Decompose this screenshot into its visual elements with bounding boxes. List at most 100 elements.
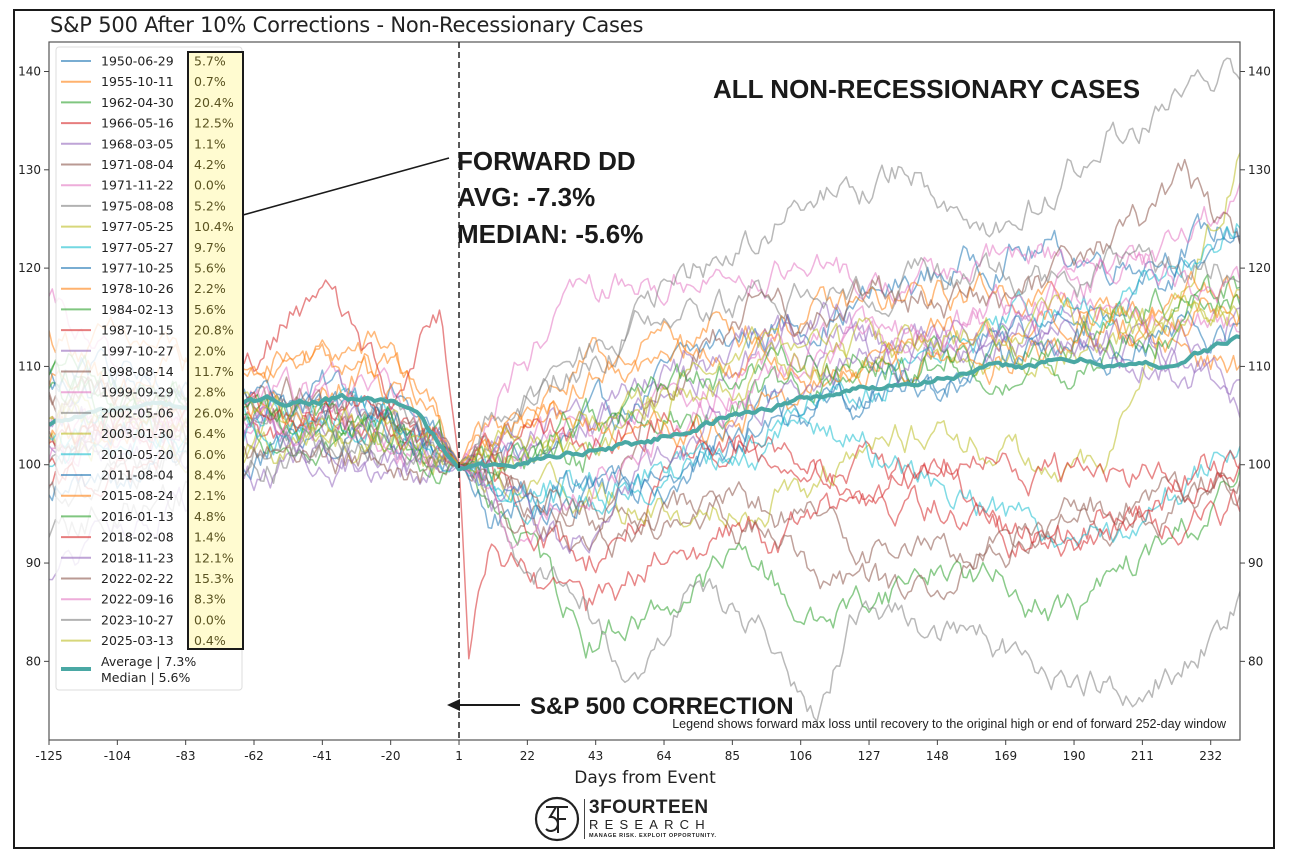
logo-sub: RESEARCH xyxy=(589,817,711,832)
legend-date: 1950-06-29 xyxy=(101,54,174,69)
series-line-1987-10-15 xyxy=(49,279,1240,660)
legend-date: 2025-03-13 xyxy=(101,633,174,648)
y-tick-label-right: 120 xyxy=(1248,261,1271,275)
x-tick-label: 43 xyxy=(588,749,603,763)
legend-date: 1977-05-27 xyxy=(101,240,174,255)
legend-date: 2002-05-06 xyxy=(101,405,174,420)
forward-dd-median: MEDIAN: -5.6% xyxy=(457,219,643,249)
legend-date: 2023-10-27 xyxy=(101,612,174,627)
x-tick-label: 232 xyxy=(1199,749,1222,763)
legend-average-label: Average | 7.3% xyxy=(101,654,196,669)
x-tick-label: 106 xyxy=(789,749,812,763)
legend-date: 1977-10-25 xyxy=(101,261,174,276)
legend-loss: 1.4% xyxy=(194,530,226,545)
legend-date: 2003-01-30 xyxy=(101,426,174,441)
legend-loss: 0.7% xyxy=(194,74,226,89)
series-line-2016-01-13 xyxy=(49,274,1240,485)
legend-date: 2015-08-24 xyxy=(101,488,174,503)
footnote: Legend shows forward max loss until reco… xyxy=(672,717,1227,731)
legend-item: 2023-10-27 0.0% xyxy=(61,612,226,627)
x-tick-label: -104 xyxy=(104,749,131,763)
legend-item: 1987-10-15 20.8% xyxy=(61,323,234,338)
y-tick-label-right: 130 xyxy=(1248,163,1271,177)
legend-loss: 0.0% xyxy=(194,178,226,193)
y-tick-label-left: 90 xyxy=(26,556,41,570)
legend-loss: 26.0% xyxy=(194,405,234,420)
legend-loss: 2.8% xyxy=(194,385,226,400)
series-line-2002-05-06 xyxy=(49,422,1240,723)
series-line-2025-03-13 xyxy=(49,289,1240,466)
series-line-1997-10-27 xyxy=(49,313,1240,581)
legend-date: 2011-08-04 xyxy=(101,468,174,483)
legend-loss: 5.6% xyxy=(194,302,226,317)
plot-area-border xyxy=(48,41,1241,741)
x-tick-label: -125 xyxy=(35,749,62,763)
y-axis-right: 80 90 100 110 120 130 140 xyxy=(1240,64,1271,668)
series-line-1971-11-22 xyxy=(49,182,1240,468)
x-tick-label: 190 xyxy=(1063,749,1086,763)
x-axis: -125 -104 -83 -62 -41 -20 1 22 43 64 85 106 127 148 16… xyxy=(35,740,1222,763)
y-tick-label-left: 80 xyxy=(26,654,41,668)
headline-annotation: ALL NON-RECESSIONARY CASES xyxy=(713,74,1140,104)
legend-date: 2022-09-16 xyxy=(101,592,174,607)
legend-date: 2010-05-20 xyxy=(101,447,174,462)
series-line-1999-09-29 xyxy=(49,280,1240,484)
series-line-2022-02-22 xyxy=(49,375,1240,601)
legend-loss: 2.0% xyxy=(194,343,226,358)
legend-item: 2022-09-16 8.3% xyxy=(61,592,226,607)
x-tick-label: 22 xyxy=(520,749,535,763)
legend-item: 1971-11-22 0.0% xyxy=(61,178,226,193)
series-line-1977-05-25 xyxy=(49,152,1240,529)
legend-date: 1966-05-16 xyxy=(101,116,174,131)
x-tick-label: 64 xyxy=(656,749,671,763)
x-tick-label: 127 xyxy=(858,749,881,763)
legend-item: 1968-03-05 1.1% xyxy=(61,136,226,151)
y-tick-label-left: 110 xyxy=(18,359,41,373)
legend-item: 2016-01-13 4.8% xyxy=(61,509,226,524)
legend-loss: 0.0% xyxy=(194,612,226,627)
legend-date: 2018-02-08 xyxy=(101,530,174,545)
legend-loss: 5.6% xyxy=(194,261,226,276)
x-tick-label: -62 xyxy=(244,749,264,763)
legend-date: 1971-11-22 xyxy=(101,178,174,193)
legend-item: 1977-05-27 9.7% xyxy=(61,240,226,255)
legend-loss: 8.3% xyxy=(194,592,226,607)
legend-loss: 11.7% xyxy=(194,364,234,379)
legend-loss: 5.7% xyxy=(194,54,226,69)
y-tick-label-right: 110 xyxy=(1248,359,1271,373)
legend-item: 2018-02-08 1.4% xyxy=(61,530,226,545)
chart-title: S&P 500 After 10% Corrections - Non-Rece… xyxy=(50,13,644,37)
legend-loss: 20.8% xyxy=(194,323,234,338)
legend-item: 1999-09-29 2.8% xyxy=(61,385,226,400)
legend-date: 2022-02-22 xyxy=(101,571,174,586)
legend-item: 1971-08-04 4.2% xyxy=(61,157,226,172)
legend-date: 1955-10-11 xyxy=(101,74,174,89)
legend-item: 1966-05-16 12.5% xyxy=(61,116,234,131)
average-layer xyxy=(49,334,1240,472)
legend-item: 1950-06-29 5.7% xyxy=(61,54,226,69)
legend-date: 2016-01-13 xyxy=(101,509,174,524)
y-tick-label-right: 140 xyxy=(1248,64,1271,78)
legend-loss: 9.7% xyxy=(194,240,226,255)
x-tick-label: -83 xyxy=(176,749,196,763)
legend-loss: 5.2% xyxy=(194,198,226,213)
legend-item: 1962-04-30 20.4% xyxy=(61,95,234,110)
legend-loss: 8.4% xyxy=(194,468,226,483)
legend-item: 2010-05-20 6.0% xyxy=(61,447,226,462)
series-line-1984-02-13 xyxy=(49,275,1240,482)
legend-date: 1975-08-08 xyxy=(101,198,174,213)
legend-loss: 10.4% xyxy=(194,219,234,234)
legend-item: 1998-08-14 11.7% xyxy=(61,364,234,379)
legend-item: 2022-02-22 15.3% xyxy=(61,571,234,586)
x-axis-label: Days from Event xyxy=(574,768,716,788)
y-tick-label-right: 100 xyxy=(1248,458,1271,472)
x-tick-label: -20 xyxy=(381,749,401,763)
x-tick-label: 85 xyxy=(725,749,740,763)
forward-dd-pointer xyxy=(242,157,450,216)
logo-mark-icon xyxy=(534,796,580,842)
legend-item: 1977-05-25 10.4% xyxy=(61,219,234,234)
series-line-1977-05-27 xyxy=(49,387,1240,548)
series-line-2023-10-27 xyxy=(49,243,1240,508)
y-axis-left: 80 90 100 110 120 130 140 xyxy=(18,64,49,668)
legend-date: 1971-08-04 xyxy=(101,157,174,172)
